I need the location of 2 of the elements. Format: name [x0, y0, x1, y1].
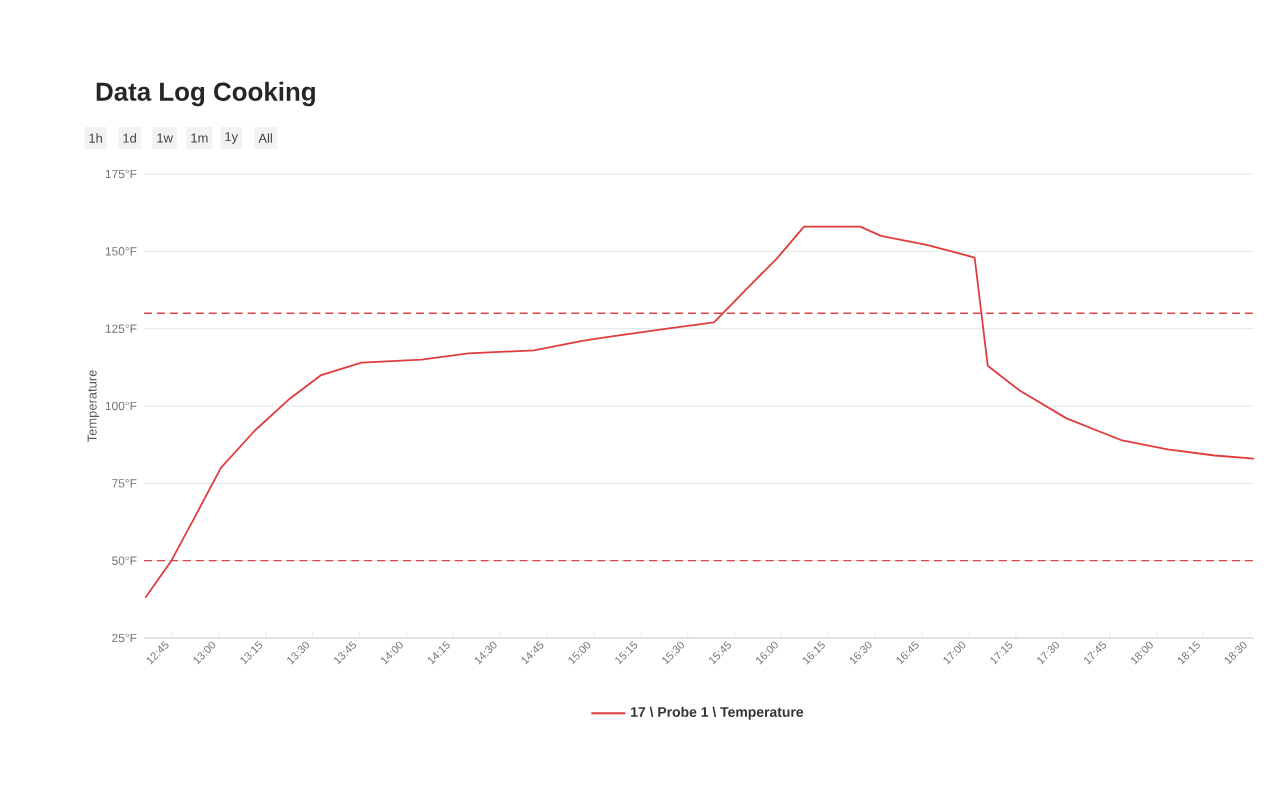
line-series [144, 225, 1255, 599]
chart-title: Data Log Cooking [96, 81, 315, 107]
